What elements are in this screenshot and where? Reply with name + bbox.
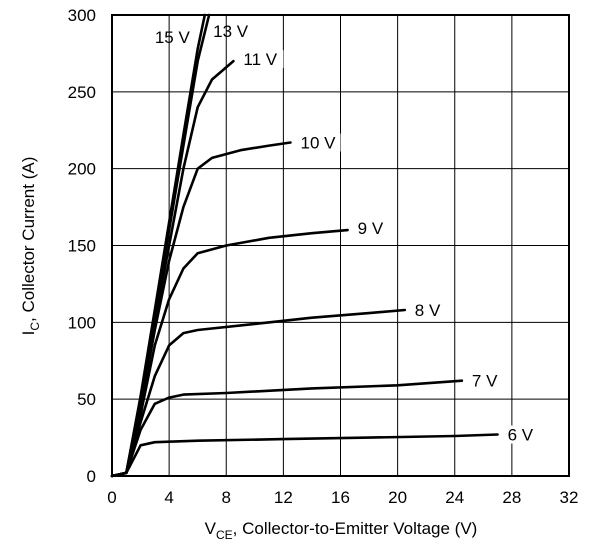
x-axis-title-sub: CE	[216, 528, 233, 542]
y-tick-label: 50	[77, 390, 96, 409]
series-label-background	[469, 371, 503, 390]
x-tick-label: 0	[107, 488, 116, 507]
series-line-6v	[110, 433, 499, 478]
gridlines	[112, 15, 569, 476]
series-curves	[110, 13, 499, 478]
x-tick-label: 28	[502, 488, 521, 507]
x-tick-label: 16	[331, 488, 350, 507]
series-label-11v: 11 V	[243, 50, 277, 69]
y-tick-label: 250	[68, 83, 96, 102]
series-label-9v: 9 V	[358, 219, 384, 238]
series-label-background	[412, 301, 446, 320]
x-tick-label: 32	[560, 488, 579, 507]
x-tick-label: 8	[222, 488, 231, 507]
series-label-10v: 10 V	[301, 134, 337, 153]
series-line-7v	[110, 379, 464, 478]
y-axis-title-rest: , Collector Current (A)	[19, 157, 38, 322]
y-axis-title-main: I	[19, 331, 38, 336]
x-tick-label: 12	[274, 488, 293, 507]
x-tick-label: 24	[445, 488, 464, 507]
y-tick-label: 200	[68, 160, 96, 179]
series-label-background	[298, 133, 341, 152]
x-tick-label: 4	[164, 488, 173, 507]
series-labels: 6 V 7 V 8 V 9 V 10 V 11 V 13 V 15 V	[155, 22, 539, 445]
axis-ticks: 0 4 8 12 16 20 24 28 32 0 50 100 150 200 250 300	[68, 6, 579, 507]
series-label-6v: 6 V	[508, 426, 534, 445]
y-tick-label: 0	[87, 467, 96, 486]
x-tick-label: 20	[388, 488, 407, 507]
series-label-7v: 7 V	[472, 372, 498, 391]
series-line-15v	[110, 13, 207, 478]
y-tick-label: 300	[68, 6, 96, 25]
series-label-background	[505, 425, 539, 444]
x-axis-title-rest: , Collector-to-Emitter Voltage (V)	[233, 519, 478, 538]
series-label-8v: 8 V	[415, 301, 441, 320]
series-label-background	[355, 219, 389, 238]
y-tick-label: 150	[68, 237, 96, 256]
series-label-background	[241, 50, 284, 69]
y-tick-label: 100	[68, 313, 96, 332]
series-label-13v: 13 V	[213, 22, 249, 41]
series-line-8v	[110, 308, 407, 478]
y-axis-title: IC, Collector Current (A)	[19, 157, 42, 336]
y-axis-title-sub: C	[28, 322, 42, 331]
x-axis-title-main: V	[205, 519, 217, 538]
plot-frame	[111, 14, 570, 477]
x-axis-title: VCE, Collector-to-Emitter Voltage (V)	[205, 519, 478, 542]
series-line-11v	[110, 59, 235, 478]
series-label-15v: 15 V	[155, 28, 191, 47]
